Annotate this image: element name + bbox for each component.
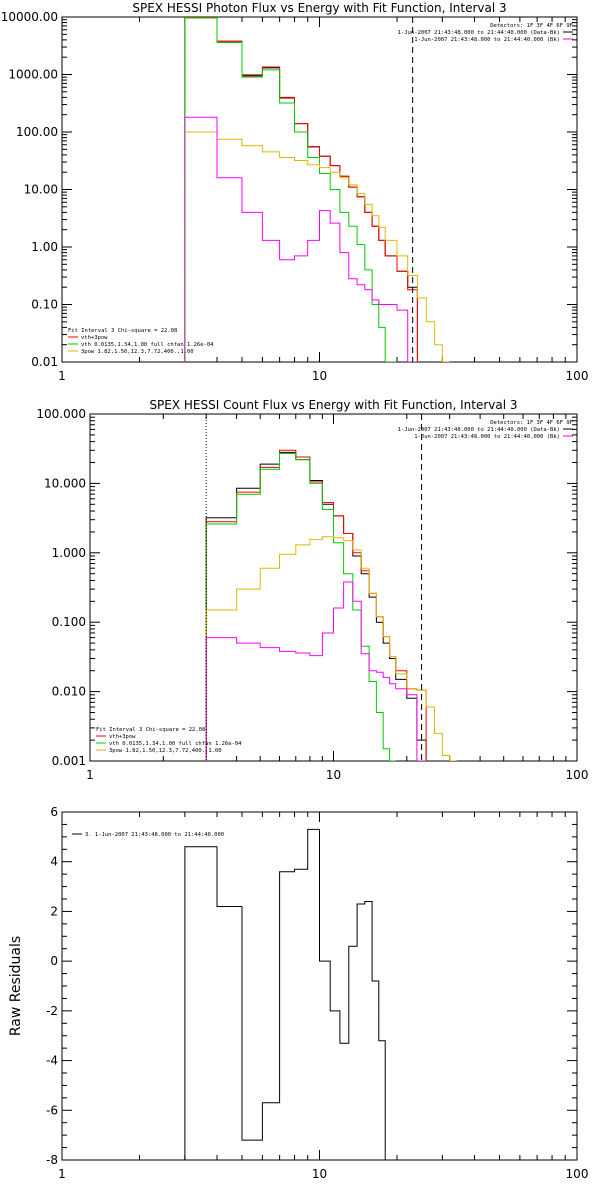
- y-tick-label: 100.00: [16, 125, 58, 139]
- fit-legend-header: Fit Interval 3 Chi-square = 22.08: [68, 328, 177, 334]
- y-tick-label: 0: [50, 954, 58, 968]
- legend-entry: vth 0.0135,1.34,1.00 full chfan 1.26e-04: [109, 741, 242, 747]
- fit-legend-header: Fit Interval 3 Chi-square = 22.08: [96, 727, 205, 733]
- y-tick-label: 0.10: [31, 298, 58, 312]
- y-tick-label: 10000.00: [1, 10, 58, 24]
- photon-flux-plot: SPEX HESSI Photon Flux vs Energy with Fi…: [1, 1, 589, 383]
- y-tick-label: -6: [46, 1103, 58, 1117]
- y-tick-label: -8: [46, 1153, 58, 1167]
- y-tick-label: 0.01: [31, 355, 58, 369]
- y-tick-label: 0.100: [52, 615, 86, 629]
- series-line-vth-3pow: [184, 17, 418, 362]
- y-tick-label: 10.00: [24, 183, 58, 197]
- x-tick-label: 10: [326, 768, 341, 782]
- series-line-bk: [205, 581, 427, 761]
- x-tick-label: 100: [566, 1167, 589, 1181]
- legend-entry: vth+3pow: [81, 335, 108, 341]
- y-tick-label: -2: [46, 1004, 58, 1018]
- plot-frame: [89, 413, 578, 762]
- y-tick-label: 0.001: [52, 754, 86, 768]
- series-line-vth: [184, 17, 397, 362]
- legend-entry: 1-Jun-2007 21:43:48.000 to 21:44:40.000 …: [398, 427, 560, 433]
- y-tick-label: -4: [46, 1054, 58, 1068]
- y-tick-label: 0.010: [52, 685, 86, 699]
- series-line-vth: [205, 453, 396, 761]
- legend-entry: 1-Jun-2007 21:43:48.000 to 21:44:40.000 …: [414, 434, 560, 440]
- legend-entry: vth 0.0135,1.34,1.00 full chfan 1.26e-04: [81, 342, 214, 348]
- chart-title: SPEX HESSI Photon Flux vs Energy with Fi…: [132, 1, 506, 15]
- chart-title: SPEX HESSI Count Flux vs Energy with Fit…: [149, 398, 517, 412]
- x-tick-label: 100: [566, 768, 589, 782]
- y-tick-label: 1.000: [52, 546, 86, 560]
- y-tick-label: 1000.00: [8, 68, 58, 82]
- legend-header: Detectors: 1F 3F 4F 6F 9F: [490, 23, 573, 29]
- y-axis-label: Raw Residuals: [8, 936, 24, 1036]
- legend-entry: vth+3pow: [109, 734, 136, 740]
- x-tick-label: 1: [86, 768, 94, 782]
- y-tick-label: 4: [50, 855, 58, 869]
- legend-entry: 3. 1-Jun-2007 21:43:48.000 to 21:44:40.0…: [85, 832, 224, 838]
- legend-entry: 1-Jun-2007 21:43:48.000 to 21:44:40.000 …: [414, 37, 560, 43]
- series-group: [184, 828, 408, 1160]
- legend-header: Detectors: 1F 3F 4F 6F 9F: [490, 420, 573, 426]
- x-tick-label: 10: [312, 369, 327, 383]
- series-line-data-bk: [184, 17, 418, 362]
- legend-entry: 1-Jun-2007 21:43:48.000 to 21:44:40.000 …: [398, 30, 560, 36]
- count-flux-plot: SPEX HESSI Count Flux vs Energy with Fit…: [36, 398, 588, 782]
- series-line-vth-3pow: [205, 449, 427, 761]
- series-line-residual: [184, 828, 408, 1160]
- legend-entry: 3pow 1.82,1.50,12.3,7.72,400.,1.00: [109, 748, 222, 754]
- x-tick-label: 100: [566, 369, 589, 383]
- y-tick-label: 2: [50, 904, 58, 918]
- series-group: [205, 449, 457, 761]
- series-line-3pow: [184, 131, 450, 362]
- series-group: [184, 17, 450, 362]
- x-tick-label: 1: [58, 1167, 66, 1181]
- y-tick-label: 10.000: [44, 476, 86, 490]
- y-tick-label: 100.000: [36, 407, 86, 421]
- plot-frame: [61, 16, 578, 363]
- series-line-data-bk: [205, 451, 427, 761]
- x-tick-label: 10: [312, 1167, 327, 1181]
- y-tick-label: 6: [50, 805, 58, 819]
- series-line-bk: [184, 116, 418, 362]
- series-line-3pow: [205, 536, 457, 761]
- y-tick-label: 1.00: [31, 240, 58, 254]
- x-tick-label: 1: [58, 369, 66, 383]
- legend-entry: 3pow 1.82,1.50,12.3,7.72,400.,1.00: [81, 349, 194, 355]
- residuals-plot: 1 10 100 -8 -6 -4 -2 0 2 4 6 Raw Residuals 3. 1-Jun-…: [8, 805, 588, 1181]
